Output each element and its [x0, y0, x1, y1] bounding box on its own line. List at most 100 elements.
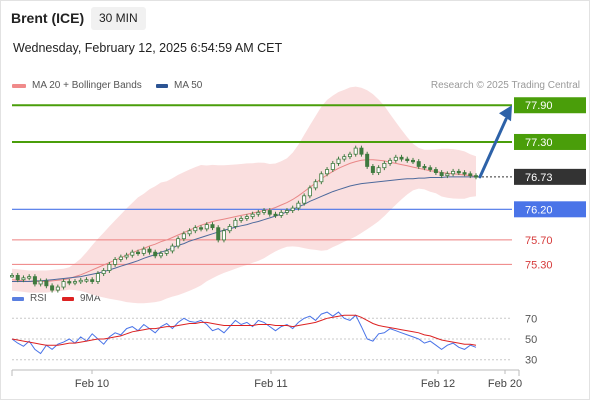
candle-body	[284, 210, 289, 213]
candle-body	[325, 169, 330, 175]
candle-body	[101, 270, 106, 274]
level-box-77.90	[514, 97, 586, 114]
candle-body	[204, 224, 209, 230]
candle-body	[244, 216, 249, 219]
level-label-75.30: 75.30	[525, 259, 553, 271]
candle-body	[336, 158, 341, 164]
candle-body	[15, 275, 20, 281]
x-tick-label: Feb 12	[421, 378, 455, 390]
candle-body	[84, 279, 89, 282]
timeframe-badge[interactable]: 30 MIN	[91, 7, 146, 30]
legend-rsi-label: RSI	[30, 293, 47, 304]
candle-body	[164, 250, 169, 254]
candle-body	[342, 156, 347, 160]
candle-body	[176, 238, 181, 247]
legend-ma50-label: MA 50	[174, 80, 203, 91]
candle-body	[124, 254, 129, 258]
candle-body	[376, 167, 381, 173]
candle-body	[9, 275, 14, 278]
candle-body	[118, 256, 123, 260]
level-label-77.90: 77.90	[525, 100, 553, 112]
candle-body	[27, 276, 32, 279]
level-label-77.30: 77.30	[525, 137, 553, 149]
candle-body	[347, 153, 352, 158]
candle-body	[302, 195, 307, 204]
candle-body	[170, 245, 175, 252]
level-label-76.73: 76.73	[525, 172, 553, 184]
candle-body	[451, 170, 456, 175]
candle-body	[227, 226, 232, 232]
candle-body	[141, 248, 146, 254]
candle-body	[38, 280, 43, 285]
candle-body	[73, 281, 78, 284]
candle-body	[267, 210, 272, 215]
forecast-arrow-head	[499, 105, 512, 122]
candle-body	[199, 227, 204, 230]
candle-body	[359, 147, 364, 155]
candle-body	[370, 166, 375, 173]
level-box-77.30	[514, 133, 586, 150]
candle-body	[296, 202, 301, 209]
rsi-tick-30: 30	[525, 355, 537, 367]
candle-body	[473, 175, 478, 178]
x-tick-label: Feb 10	[75, 378, 109, 390]
forecast-arrow-shaft	[478, 117, 508, 179]
candle-body	[90, 279, 95, 282]
level-label-75.70: 75.70	[525, 235, 553, 247]
candle-body	[393, 156, 398, 161]
rsi-ma-swatch	[62, 296, 74, 301]
candle-body	[44, 280, 49, 287]
candle-body	[273, 213, 278, 217]
x-tick-label: Feb 11	[254, 378, 287, 390]
candle-body	[95, 273, 100, 282]
candle-body	[382, 162, 387, 169]
level-box-76.20	[514, 201, 586, 218]
bollinger-band	[12, 86, 476, 304]
candle-body	[416, 161, 421, 167]
candle-body	[405, 158, 410, 162]
candle-body	[439, 172, 444, 177]
ma50-line	[12, 176, 476, 282]
candle-body	[388, 159, 393, 164]
candle-body	[216, 227, 221, 241]
candle-body	[181, 233, 186, 240]
candle-body	[187, 230, 192, 235]
rsi-line	[11, 311, 477, 355]
rsi-ma-line	[11, 314, 477, 346]
legend-ma50: MA 50	[156, 80, 202, 91]
x-tick-label: Feb 20	[488, 378, 522, 390]
candle-body	[307, 187, 312, 197]
candle-body	[410, 159, 415, 163]
candle-body	[210, 224, 215, 229]
candle-body	[107, 263, 112, 271]
legend-ma20-label: MA 20 + Bollinger Bands	[32, 80, 142, 91]
legend-rsi-ma-label: 9MA	[80, 293, 101, 304]
candle-body	[78, 279, 83, 283]
candle-body	[61, 281, 66, 288]
level-label-76.20: 76.20	[525, 204, 553, 216]
candle-body	[55, 286, 60, 291]
research-credit: Research © 2025 Trading Central	[430, 80, 580, 91]
candle-body	[130, 251, 135, 256]
candle-body	[221, 230, 226, 241]
candle-body	[399, 156, 404, 160]
ma20-line	[11, 159, 477, 282]
candle-body	[456, 170, 461, 174]
candle-body	[433, 169, 438, 173]
candle-body	[279, 211, 284, 216]
candle-body	[256, 211, 261, 215]
ma20-swatch	[12, 83, 26, 88]
candle-body	[158, 252, 163, 257]
instrument-title: Brent (ICE)	[11, 10, 85, 26]
candle-body	[153, 251, 158, 257]
rsi-tick-70: 70	[525, 313, 537, 325]
candle-body	[290, 207, 295, 211]
candle-body	[50, 285, 55, 291]
datetime-label: Wednesday, February 12, 2025 6:54:59 AM …	[13, 41, 283, 55]
candle-body	[468, 173, 473, 177]
candle-body	[262, 210, 267, 213]
candle-body	[113, 259, 118, 265]
candle-body	[422, 166, 427, 169]
candle-body	[445, 173, 450, 177]
